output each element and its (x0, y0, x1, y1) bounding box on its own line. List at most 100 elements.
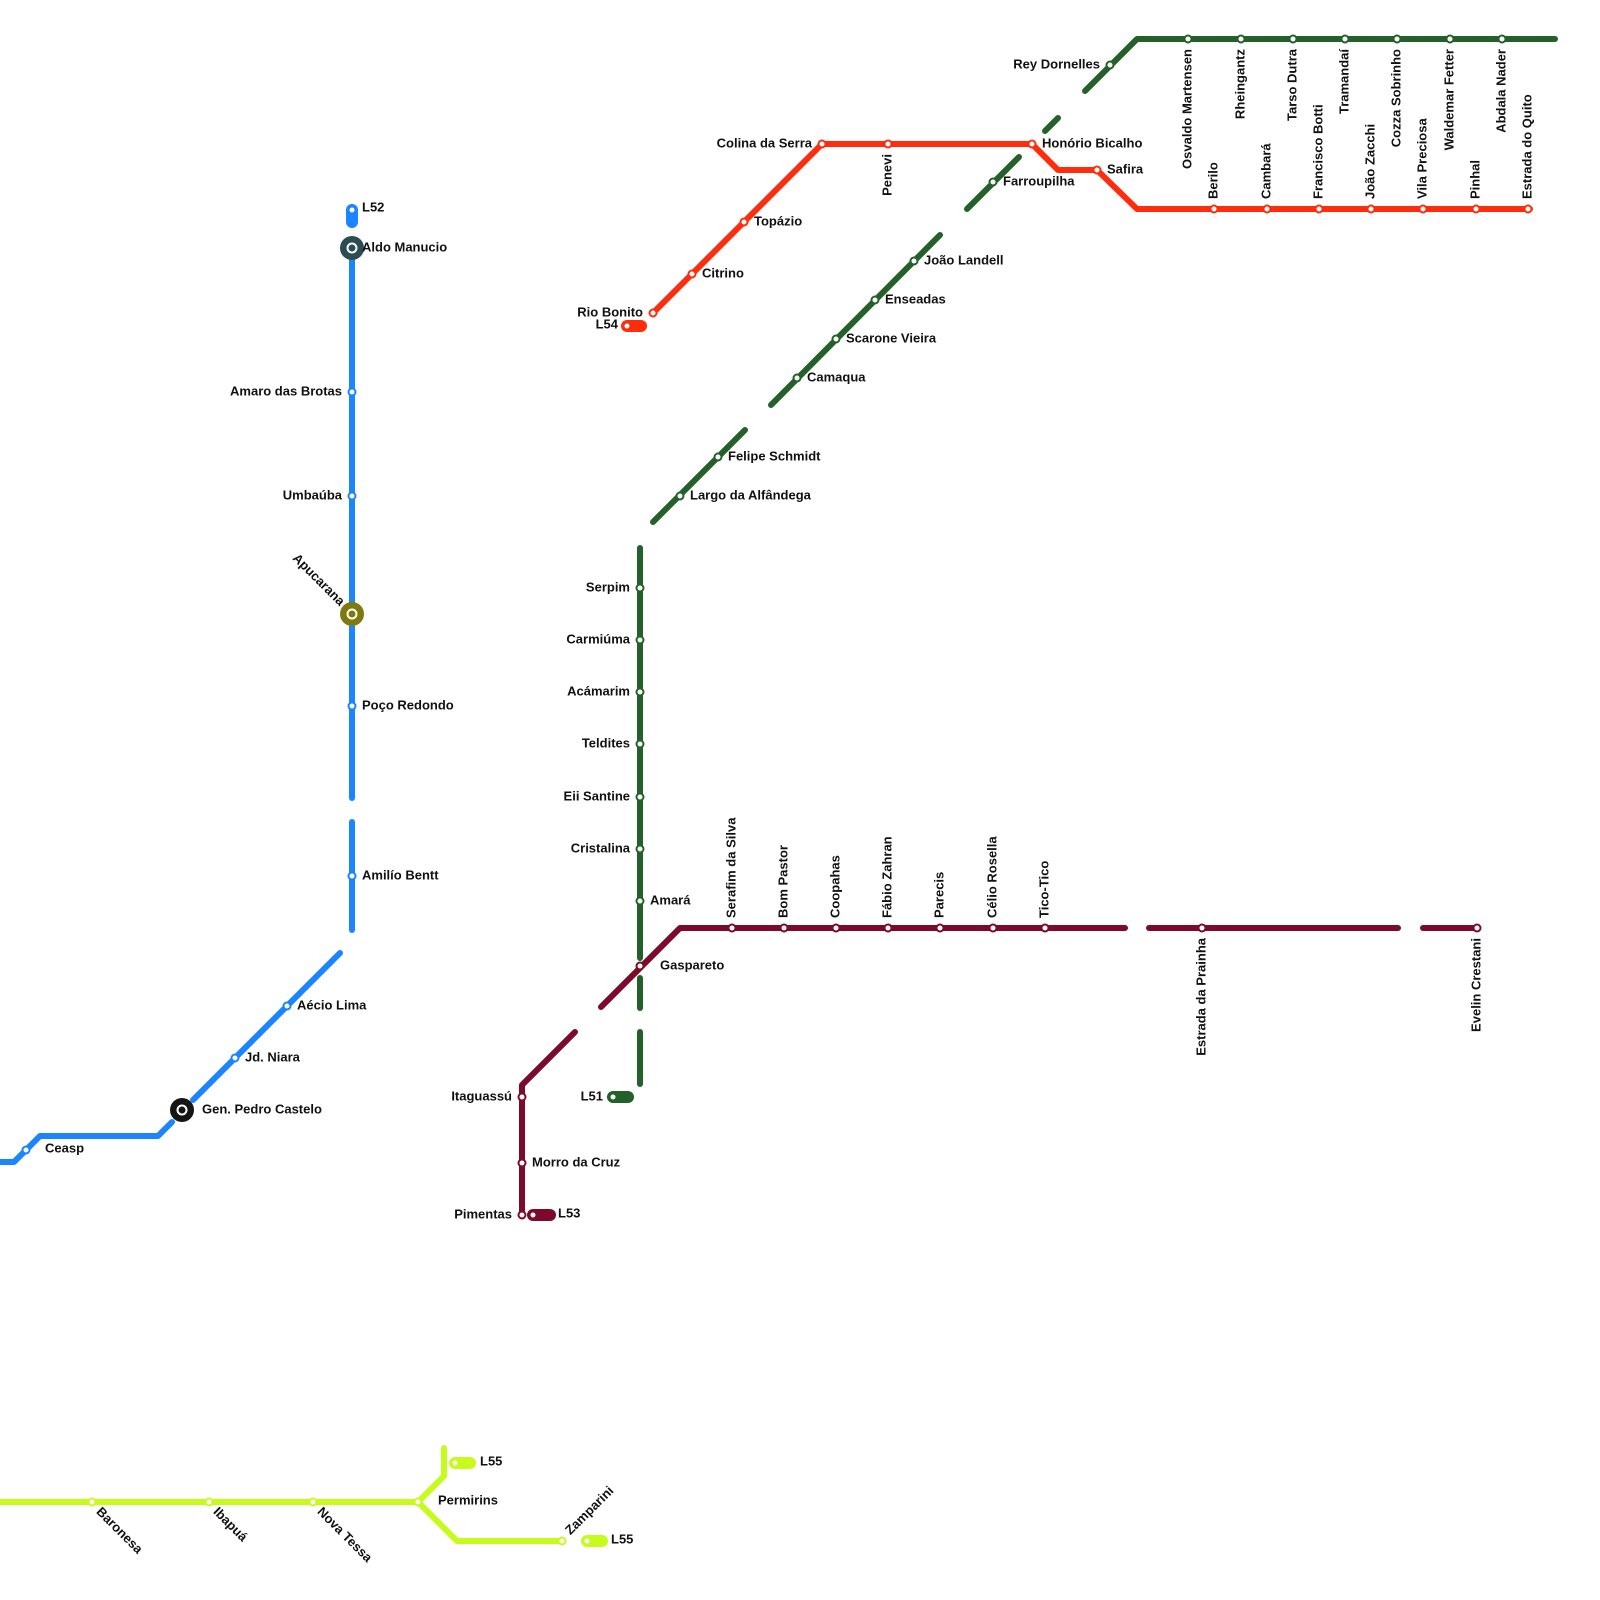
terminus-dot (584, 1538, 590, 1544)
route-segment (415, 1499, 565, 1544)
station-label: Jd. Niara (245, 1049, 301, 1064)
interchange (340, 602, 364, 626)
station (347, 871, 357, 881)
route-segment (650, 141, 1533, 316)
station (347, 387, 357, 397)
station (1288, 34, 1298, 44)
station-label: Amilío Bentt (362, 867, 439, 882)
station-label: Evelin Crestani (1468, 938, 1483, 1032)
station (1209, 204, 1219, 214)
station-label: Poço Redondo (362, 697, 454, 712)
interchange-ring (176, 1104, 188, 1116)
station (1445, 34, 1455, 44)
station-label: Cristalina (571, 840, 631, 855)
station-label: Gaspareto (660, 957, 724, 972)
route-segment (519, 1029, 578, 1218)
station-label: Pinhal (1467, 160, 1482, 199)
interchange-ring (346, 608, 358, 620)
station (713, 452, 723, 462)
station-label: Célio Rosella (984, 836, 999, 918)
route: L53 (519, 925, 1480, 1221)
station-label: Morro da Cruz (532, 1154, 621, 1169)
station-label: Umbaúba (283, 487, 343, 502)
line-label: L54 (596, 316, 619, 331)
line-label: L55 (611, 1531, 633, 1546)
station (883, 139, 893, 149)
station-label: Eii Santine (564, 788, 630, 803)
station (282, 1001, 292, 1011)
station-label: Rey Dornelles (1013, 56, 1100, 71)
station-label: Tico-Tico (1036, 861, 1051, 918)
station (635, 896, 645, 906)
station (1105, 60, 1115, 70)
station (831, 334, 841, 344)
terminus-dot (452, 1460, 458, 1466)
station (779, 923, 789, 933)
station (635, 961, 645, 971)
station (1027, 139, 1037, 149)
station (1392, 34, 1402, 44)
station (1523, 204, 1533, 214)
station-label: Estrada do Quito (1519, 94, 1534, 199)
station (413, 1497, 423, 1507)
station-label: Rheingantz (1232, 49, 1247, 120)
station-label: Topázio (754, 213, 802, 228)
station (517, 1210, 527, 1220)
station-label: Aldo Manucio (362, 239, 447, 254)
station (935, 923, 945, 933)
station (347, 701, 357, 711)
station (831, 923, 841, 933)
station (635, 687, 645, 697)
station-label: Colina da Serra (717, 135, 813, 150)
station-label: Estrada da Prainha (1193, 937, 1208, 1056)
station (230, 1053, 240, 1063)
route-segment (598, 925, 1128, 1010)
station-label: Honório Bicalho (1042, 135, 1142, 150)
station-label: Aécio Lima (297, 997, 367, 1012)
station-label: Amará (650, 892, 691, 907)
line-label: L52 (362, 199, 384, 214)
station (675, 491, 685, 501)
line-label: L53 (558, 1205, 580, 1220)
station (1197, 923, 1207, 933)
station-label: Scarone Vieira (846, 330, 937, 345)
station-label: Largo da Alfândega (690, 487, 812, 502)
interchange-ring (346, 242, 358, 254)
station-label: Zamparini (562, 1483, 617, 1538)
station-label: Abdala Nader (1493, 49, 1508, 133)
station-label: Cozza Sobrinho (1388, 49, 1403, 147)
terminus-dot (349, 207, 355, 213)
station-label: Camaqua (807, 369, 866, 384)
station (739, 217, 749, 227)
station (204, 1497, 214, 1507)
station-label: Coopahas (827, 855, 842, 918)
station-label: Tarso Dutra (1284, 48, 1299, 121)
station-label: Cambará (1258, 143, 1273, 199)
station (687, 269, 697, 279)
station (1472, 923, 1482, 933)
station (1366, 204, 1376, 214)
terminus-dot (530, 1212, 536, 1218)
station (635, 739, 645, 749)
interchange (340, 236, 364, 260)
station (347, 491, 357, 501)
station-label: Waldemar Fetter (1441, 49, 1456, 150)
station-label: Carmiúma (566, 631, 630, 646)
station-label: Teldites (582, 735, 630, 750)
station (635, 635, 645, 645)
station-label: Nova Tessa (314, 1504, 376, 1566)
station (635, 792, 645, 802)
route-segment (190, 950, 343, 1103)
station (1183, 34, 1193, 44)
route: L54 (596, 141, 1533, 332)
station-label: Francisco Botti (1310, 104, 1325, 199)
station-label: Gen. Pedro Castelo (202, 1101, 322, 1116)
station-label: Ceasp (45, 1140, 84, 1155)
station-label: João Landell (924, 252, 1003, 267)
station (1314, 204, 1324, 214)
station (308, 1497, 318, 1507)
station (517, 1092, 527, 1102)
route-segment (650, 427, 748, 525)
station-label: João Zacchi (1362, 124, 1377, 199)
station (635, 583, 645, 593)
